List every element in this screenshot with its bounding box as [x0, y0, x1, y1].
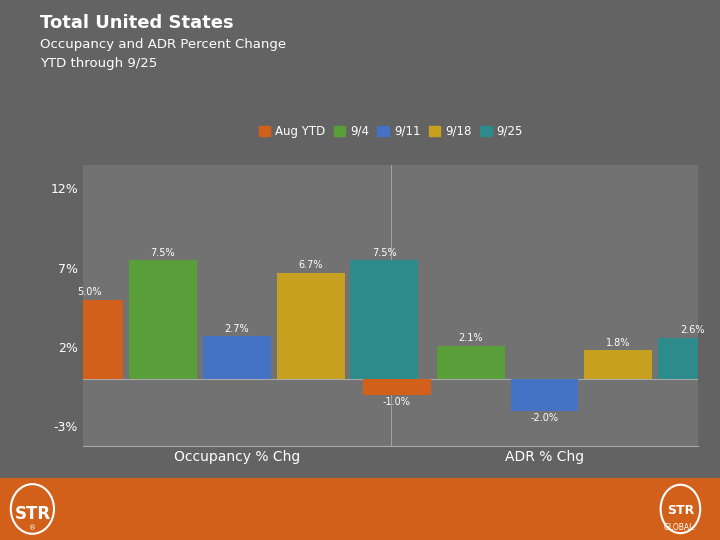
Bar [55, 300, 123, 379]
Text: -1.0%: -1.0% [383, 397, 410, 407]
Text: 5.0%: 5.0% [77, 287, 102, 297]
Bar [510, 379, 578, 410]
Text: STR: STR [14, 505, 50, 523]
Text: Total United States: Total United States [40, 14, 233, 31]
Text: 7.5%: 7.5% [150, 247, 175, 258]
Text: Occupancy and ADR Percent Change: Occupancy and ADR Percent Change [40, 38, 286, 51]
Text: ®: ® [29, 526, 36, 532]
Text: 2.6%: 2.6% [680, 325, 704, 335]
Bar [363, 379, 431, 395]
Text: -2.0%: -2.0% [531, 413, 559, 423]
Text: STR: STR [667, 504, 694, 517]
Text: 7.5%: 7.5% [372, 247, 397, 258]
Bar [436, 346, 505, 379]
Bar [203, 336, 271, 379]
Bar [129, 260, 197, 379]
Bar [585, 350, 652, 379]
Bar [351, 260, 418, 379]
Text: 6.7%: 6.7% [298, 260, 323, 270]
Text: YTD through 9/25: YTD through 9/25 [40, 57, 157, 70]
Text: 2.7%: 2.7% [225, 323, 249, 334]
Text: 2.1%: 2.1% [459, 333, 483, 343]
Legend: Aug YTD, 9/4, 9/11, 9/18, 9/25: Aug YTD, 9/4, 9/11, 9/18, 9/25 [253, 120, 528, 143]
Text: GLOBAL.: GLOBAL. [664, 523, 697, 532]
Text: 1.8%: 1.8% [606, 338, 631, 348]
Bar [276, 273, 345, 379]
Bar [658, 338, 720, 379]
